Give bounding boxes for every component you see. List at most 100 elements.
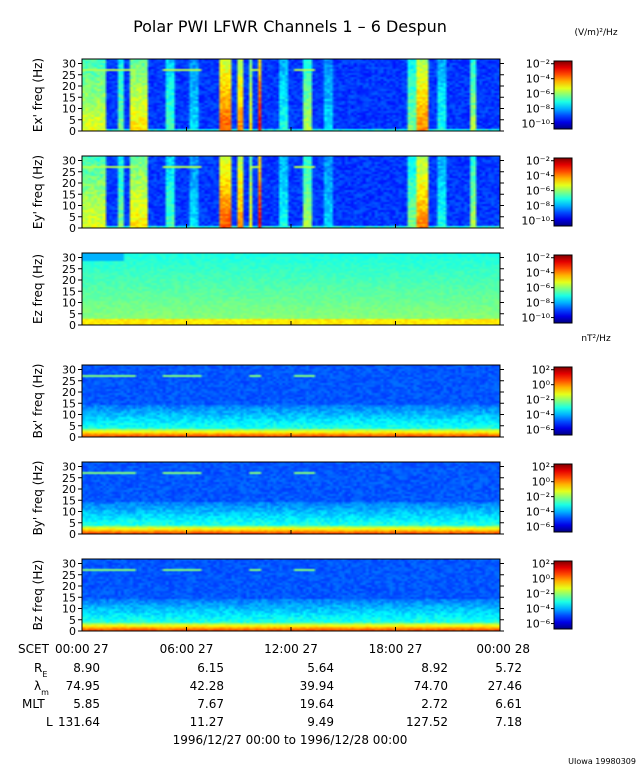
colorbar-tick-label: 10⁻⁶ — [526, 521, 551, 534]
y-tick-label: 30 — [62, 558, 76, 571]
time-axis-labels: SCET 00:00 27 06:00 27 12:00 27 18:00 27 00:0… — [18, 642, 530, 656]
colorbar: 10² 10⁰ 10⁻² 10⁻⁴ 10⁻⁶ nT²/Hz — [526, 334, 611, 437]
colorbar: 10² 10⁰ 10⁻² 10⁻⁴ 10⁻⁶ — [526, 461, 573, 534]
ephemeris-value: 5.72 — [495, 661, 522, 675]
colorbar-scale — [553, 560, 573, 630]
ephemeris-row: L 131.64 11.27 9.49 127.52 7.18 — [46, 715, 522, 729]
y-tick-label: 20 — [62, 580, 76, 593]
colorbar-tick-label: 10⁻⁴ — [526, 73, 551, 86]
spectrogram-image — [82, 559, 500, 631]
colorbar-scale — [553, 463, 573, 533]
ephemeris-label: MLT — [22, 697, 45, 711]
y-tick-label: 0 — [69, 319, 76, 332]
colorbar: 10⁻² 10⁻⁴ 10⁻⁶ 10⁻⁸ 10⁻¹⁰ — [521, 252, 573, 325]
spectrogram-image — [82, 253, 500, 325]
y-tick-label: 0 — [69, 625, 76, 638]
figure-title: Polar PWI LFWR Channels 1 – 6 Despun — [133, 17, 447, 36]
ephemeris-label: λm — [34, 679, 49, 697]
y-tick-label: 25 — [62, 166, 76, 179]
y-tick-label: 25 — [62, 375, 76, 388]
ephemeris-row: MLT 5.85 7.67 19.64 2.72 6.61 — [22, 697, 522, 711]
y-tick-label: 20 — [62, 274, 76, 287]
spectrogram-image — [82, 156, 500, 228]
ephemeris-value: 7.18 — [495, 715, 522, 729]
spectrogram-image — [82, 462, 500, 534]
y-tick-label: 0 — [69, 528, 76, 541]
ephemeris-value: 42.28 — [190, 679, 224, 693]
colorbar-tick-label: 10⁻⁶ — [526, 185, 551, 198]
x-tick-label: 00:00 28 — [476, 642, 530, 656]
y-tick-label: 15 — [62, 591, 76, 604]
y-tick-label: 0 — [69, 431, 76, 444]
y-tick-label: 25 — [62, 569, 76, 582]
colorbar-tick-label: 10⁰ — [532, 379, 551, 392]
colorbar-tick-label: 10⁻⁴ — [526, 409, 551, 422]
y-tick-label: 20 — [62, 483, 76, 496]
colorbar-tick-label: 10⁻² — [526, 252, 550, 265]
ephemeris-value: 131.64 — [58, 715, 100, 729]
colorbar-tick-label: 10⁻⁶ — [526, 282, 551, 295]
y-tick-label: 10 — [62, 200, 76, 213]
y-axis-label: Ez freq (Hz) — [31, 254, 45, 324]
y-tick-label: 5 — [69, 211, 76, 224]
ephemeris-value: 9.49 — [307, 715, 334, 729]
x-tick-label: 18:00 27 — [369, 642, 423, 656]
colorbar-tick-label: 10² — [532, 364, 550, 377]
y-tick-label: 10 — [62, 103, 76, 116]
colorbar-tick-label: 10⁻⁴ — [526, 506, 551, 519]
y-tick-label: 25 — [62, 472, 76, 485]
ephemeris-value: 74.95 — [66, 679, 100, 693]
colorbar-scale — [553, 254, 573, 324]
colorbar-tick-label: 10⁻⁶ — [526, 88, 551, 101]
y-axis-label: Ex' freq (Hz) — [31, 58, 45, 132]
ephemeris-value: 5.64 — [307, 661, 334, 675]
y-tick-label: 0 — [69, 125, 76, 138]
scet-label: SCET — [18, 642, 50, 656]
y-tick-label: 15 — [62, 494, 76, 507]
ephemeris-value: 8.92 — [421, 661, 448, 675]
ephemeris-value: 11.27 — [190, 715, 224, 729]
y-tick-label: 10 — [62, 409, 76, 422]
colorbar-tick-label: 10⁻⁶ — [526, 424, 551, 437]
colorbar-tick-label: 10⁻² — [526, 588, 550, 601]
colorbar-tick-label: 10⁻² — [526, 58, 550, 71]
y-tick-label: 5 — [69, 517, 76, 530]
colorbar: 10⁻² 10⁻⁴ 10⁻⁶ 10⁻⁸ 10⁻¹⁰ (V/m)²/Hz — [521, 28, 617, 131]
colorbar-tick-label: 10⁻¹⁰ — [521, 118, 550, 131]
ephemeris-value: 74.70 — [414, 679, 448, 693]
colorbar: 10² 10⁰ 10⁻² 10⁻⁴ 10⁻⁶ — [526, 558, 573, 631]
colorbar-scale — [553, 366, 573, 436]
footer-credit: UIowa 19980309 — [568, 757, 636, 766]
colorbar-tick-label: 10⁻² — [526, 155, 550, 168]
y-tick-label: 30 — [62, 252, 76, 265]
y-tick-label: 20 — [62, 80, 76, 93]
colorbar-tick-label: 10⁻² — [526, 491, 550, 504]
colorbar-tick-label: 10⁻⁶ — [526, 618, 551, 631]
colorbar-scale — [553, 157, 573, 227]
y-tick-label: 5 — [69, 420, 76, 433]
spectrogram-image — [82, 365, 500, 437]
ephemeris-row: RE 8.90 6.15 5.64 8.92 5.72 — [34, 661, 522, 679]
colorbar-tick-label: 10⁻¹⁰ — [521, 312, 550, 325]
ephemeris-value: 5.85 — [73, 697, 100, 711]
y-tick-label: 15 — [62, 285, 76, 298]
y-tick-label: 5 — [69, 614, 76, 627]
colorbar-tick-label: 10⁻⁸ — [526, 103, 551, 116]
ephemeris-value: 27.46 — [488, 679, 522, 693]
y-tick-label: 30 — [62, 58, 76, 71]
colorbar-tick-label: 10² — [532, 461, 550, 474]
colorbar-tick-label: 10⁻¹⁰ — [521, 215, 550, 228]
ephemeris-label: RE — [34, 661, 47, 679]
y-axis-label: Ey' freq (Hz) — [31, 155, 45, 229]
y-axis-label: By' freq (Hz) — [31, 461, 45, 536]
y-tick-label: 5 — [69, 114, 76, 127]
colorbar-tick-label: 10⁻⁸ — [526, 297, 551, 310]
ephemeris-value: 7.67 — [197, 697, 224, 711]
